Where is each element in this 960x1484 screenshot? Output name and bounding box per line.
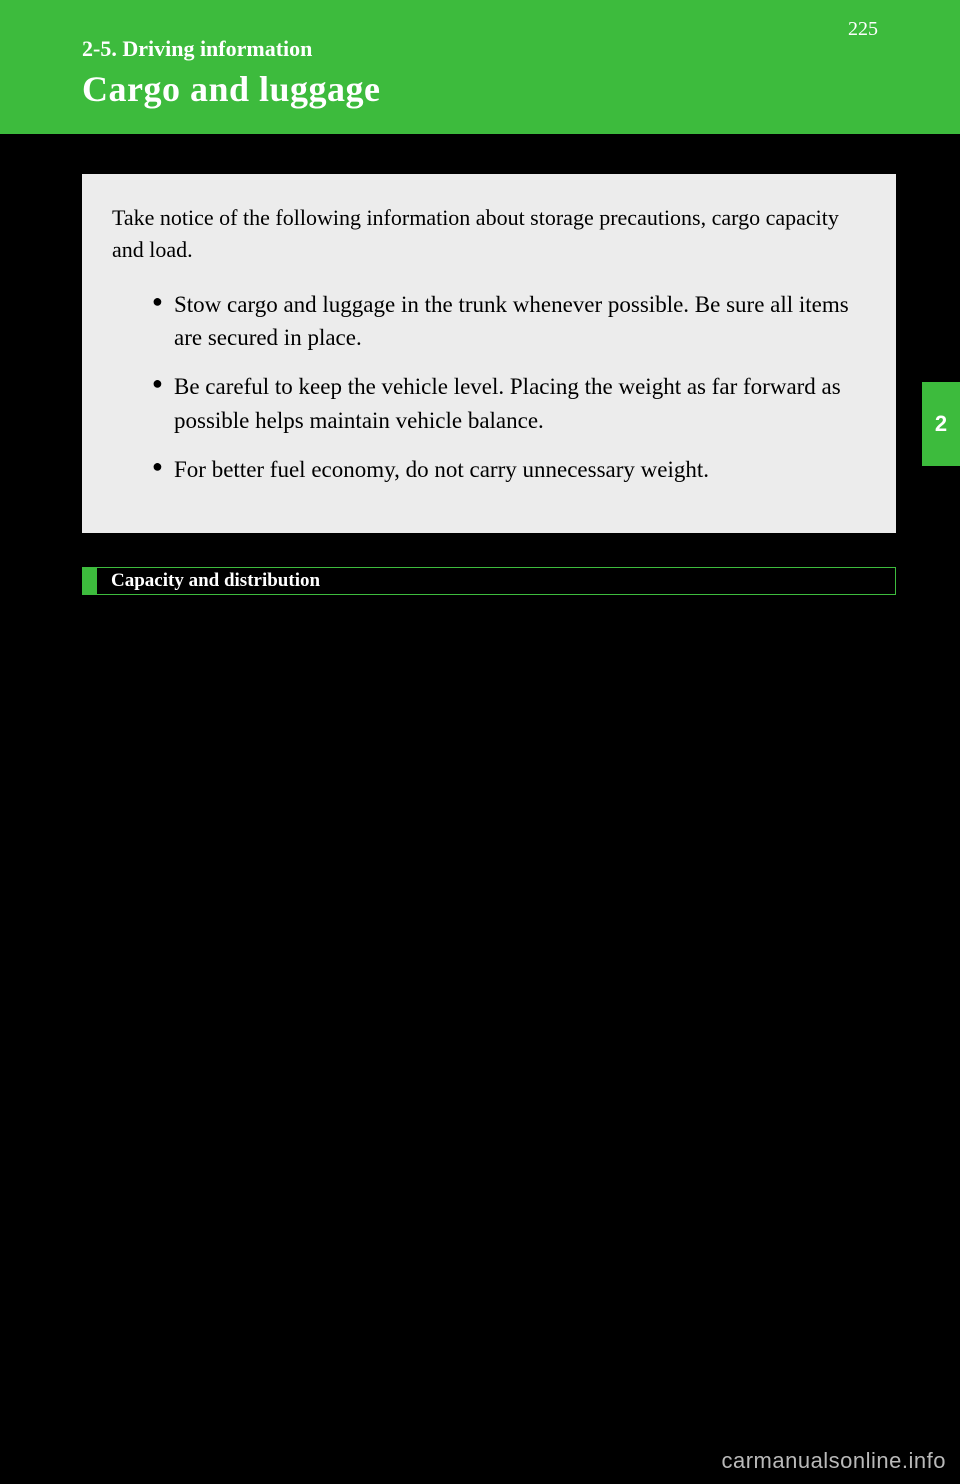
intro-bullet: For better fuel economy, do not carry un… (152, 453, 866, 486)
section-label: 2-5. Driving information (82, 36, 960, 62)
chapter-tab-number: 2 (935, 411, 947, 437)
intro-bullets: Stow cargo and luggage in the trunk when… (112, 288, 866, 487)
section-bar: Capacity and distribution (82, 567, 896, 595)
intro-box: Take notice of the following information… (82, 174, 896, 533)
section-bar-title: Capacity and distribution (111, 570, 320, 592)
header-band: 2-5. Driving information Cargo and lugga… (0, 0, 960, 134)
page-title: Cargo and luggage (82, 68, 960, 110)
chapter-tab: 2 (922, 382, 960, 466)
intro-lead: Take notice of the following information… (112, 202, 866, 266)
section-bar-accent (83, 568, 97, 594)
page-number: 225 (848, 18, 878, 41)
watermark: carmanualsonline.info (721, 1448, 946, 1474)
intro-bullet: Be careful to keep the vehicle level. Pl… (152, 370, 866, 437)
intro-bullet: Stow cargo and luggage in the trunk when… (152, 288, 866, 355)
